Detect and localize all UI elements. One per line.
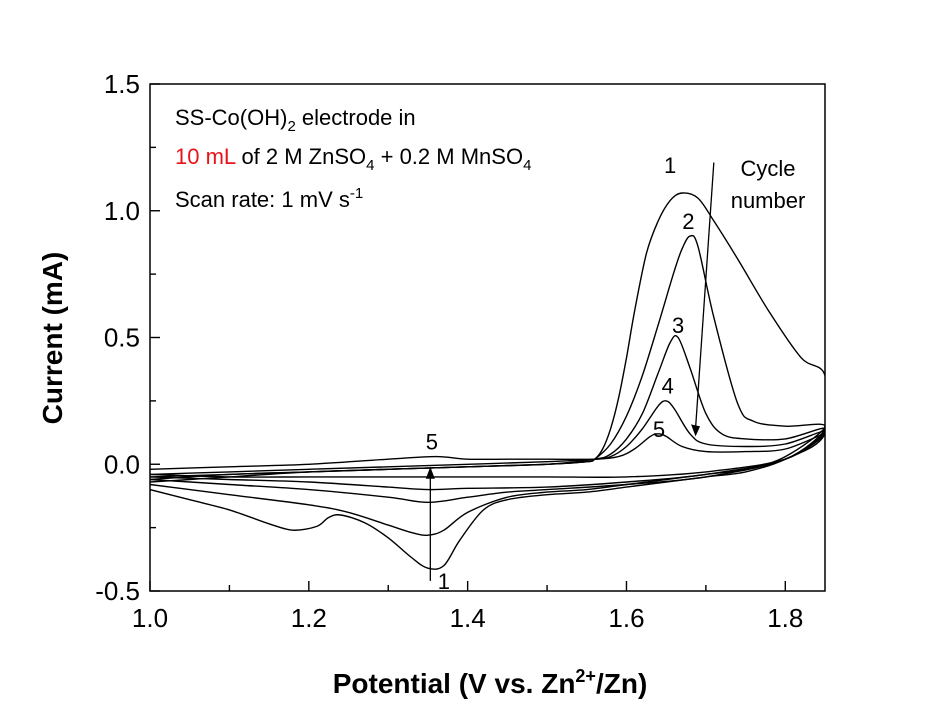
plot-frame bbox=[149, 83, 826, 592]
volume-highlight: 10 mL bbox=[175, 144, 236, 169]
x-tick-label: 1.4 bbox=[450, 603, 486, 633]
info-line-1: SS-Co(OH)2 electrode in bbox=[175, 105, 416, 135]
y-tick-label: 0.5 bbox=[104, 323, 140, 353]
y-tick-label: 0.0 bbox=[104, 449, 140, 479]
cycle-labels: 1 2 3 4 5 5 1 bbox=[426, 153, 695, 594]
legend-number: number bbox=[731, 188, 806, 213]
cycle-label-1: 1 bbox=[438, 569, 450, 594]
cathodic-arrow-head bbox=[425, 466, 435, 479]
x-tick-label: 1.0 bbox=[132, 603, 168, 633]
cv-cycle-4 bbox=[150, 400, 825, 491]
cycle-arrows bbox=[425, 162, 715, 581]
x-axis-title: Potential (V vs. Zn2+/Zn) bbox=[333, 666, 648, 699]
cv-cycle-3 bbox=[150, 334, 825, 503]
y-axis-title: Current (mA) bbox=[37, 252, 68, 425]
x-tick-label: 1.6 bbox=[608, 603, 644, 633]
cycle-label-5: 5 bbox=[653, 417, 665, 442]
x-tick-label: 1.2 bbox=[291, 603, 327, 633]
anodic-arrow-head bbox=[691, 424, 701, 437]
cv-cycle-2 bbox=[150, 234, 825, 537]
info-line-2: 10 mL of 2 M ZnSO4 + 0.2 M MnSO4 bbox=[175, 144, 531, 174]
y-tick-labels: -0.5 0.0 0.5 1.0 1.5 bbox=[95, 69, 140, 606]
x-tick-labels: 1.0 1.2 1.4 1.6 1.8 bbox=[132, 603, 803, 633]
y-tick-label: -0.5 bbox=[95, 576, 140, 606]
legend-cycle: Cycle bbox=[740, 156, 795, 181]
info-block: SS-Co(OH)2 electrode in 10 mL of 2 M ZnS… bbox=[175, 105, 531, 212]
cycle-label-3: 3 bbox=[672, 313, 684, 338]
cv-cycle-5 bbox=[150, 433, 825, 478]
y-tick-label: 1.0 bbox=[104, 196, 140, 226]
anodic-decrease-arrow bbox=[694, 162, 715, 429]
cycle-label-4: 4 bbox=[662, 374, 674, 399]
y-tick-label: 1.5 bbox=[104, 69, 140, 99]
cv-curves bbox=[150, 192, 825, 570]
cycle-label-2: 2 bbox=[682, 209, 694, 234]
cv-cycle-1 bbox=[150, 192, 825, 570]
cycle-label-1: 1 bbox=[664, 153, 676, 178]
info-line-3: Scan rate: 1 mV s-1 bbox=[175, 185, 363, 212]
x-tick-label: 1.8 bbox=[767, 603, 803, 633]
cycle-label-5: 5 bbox=[426, 429, 438, 454]
